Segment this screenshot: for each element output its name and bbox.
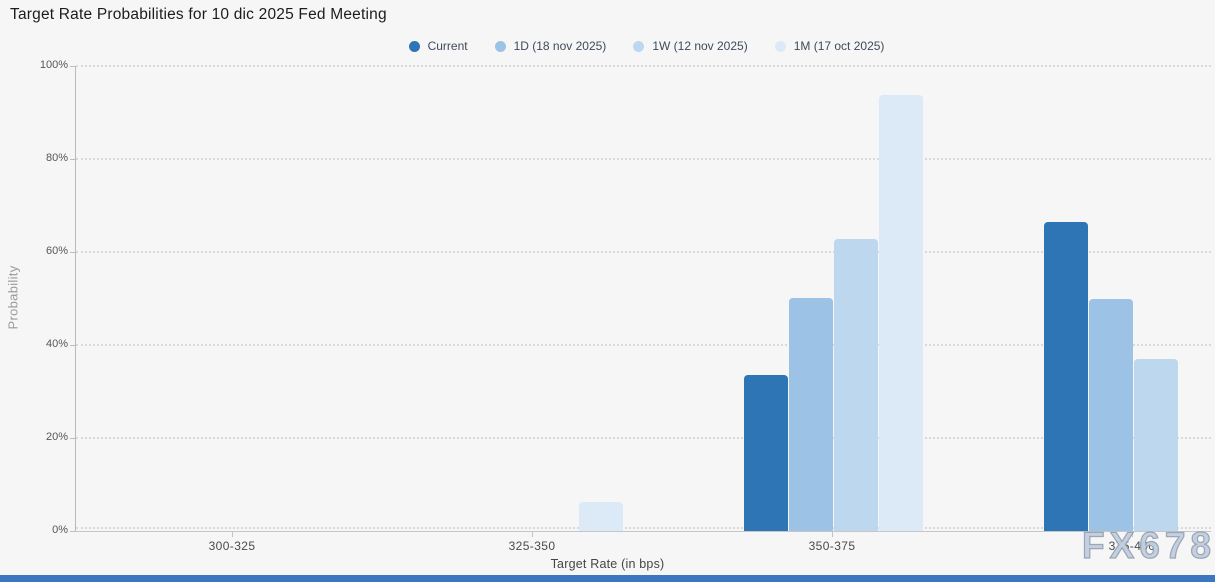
legend-swatch-current-icon [408, 40, 420, 52]
gridline [76, 437, 1211, 439]
y-tick-label: 60% [45, 245, 68, 257]
watermark-fx678: FX678 [1081, 524, 1215, 566]
legend-swatch-1m-icon [774, 40, 786, 52]
bar-350-375-s3[interactable] [879, 95, 923, 531]
x-tick-label: 375-400 [1108, 539, 1156, 553]
legend-item-1d[interactable]: 1D (18 nov 2025) [494, 39, 607, 53]
gridline [76, 158, 1211, 160]
bar-350-375-s2[interactable] [834, 238, 878, 531]
bar-350-375-s0[interactable] [744, 375, 788, 531]
y-tick-label: 80% [45, 152, 68, 164]
bottom-blue-bar [0, 575, 1215, 582]
bar-375-400-s0[interactable] [1044, 221, 1088, 531]
x-tick-mark [532, 532, 533, 537]
legend-label-1w: 1W (12 nov 2025) [652, 39, 748, 53]
bar-325-350-s3[interactable] [579, 501, 623, 531]
bar-375-400-s1[interactable] [1089, 299, 1133, 531]
bar-350-375-s1[interactable] [789, 297, 833, 531]
x-tick-mark [832, 532, 833, 537]
y-tick-mark [70, 531, 75, 532]
y-tick-mark [70, 252, 75, 253]
legend-swatch-1d-icon [494, 40, 506, 52]
gridline [76, 527, 1211, 529]
y-tick-mark [70, 159, 75, 160]
y-tick-label: 40% [45, 338, 68, 350]
x-tick-label: 350-375 [808, 539, 856, 553]
legend-item-current[interactable]: Current [408, 39, 468, 53]
legend-item-1m[interactable]: 1M (17 oct 2025) [774, 39, 885, 53]
y-tick-label: 20% [45, 431, 68, 443]
gridline [76, 344, 1211, 346]
bar-375-400-s2[interactable] [1134, 358, 1178, 531]
x-tick-mark [1132, 532, 1133, 537]
legend-item-1w[interactable]: 1W (12 nov 2025) [633, 39, 748, 53]
y-tick-label: 100% [39, 59, 68, 71]
y-tick-label: 0% [52, 524, 68, 536]
y-tick-mark [70, 438, 75, 439]
legend-label-1m: 1M (17 oct 2025) [793, 39, 885, 53]
gridline [76, 251, 1211, 253]
y-tick-mark [70, 66, 75, 67]
x-tick-label: 325-350 [508, 539, 556, 553]
plot-area [75, 65, 1211, 532]
x-tick-label: 300-325 [208, 539, 256, 553]
gridline [76, 65, 1211, 67]
chart-title: Target Rate Probabilities for 10 dic 202… [10, 6, 387, 23]
x-tick-mark [232, 532, 233, 537]
legend-label-1d: 1D (18 nov 2025) [513, 39, 607, 53]
legend-swatch-1w-icon [633, 40, 645, 52]
y-axis-title: Probability [5, 265, 21, 330]
y-tick-mark [70, 345, 75, 346]
x-axis-title: Target Rate (in bps) [550, 557, 665, 571]
legend-label-current: Current [427, 39, 468, 53]
chart-legend: Current 1D (18 nov 2025) 1W (12 nov 2025… [0, 36, 1215, 56]
